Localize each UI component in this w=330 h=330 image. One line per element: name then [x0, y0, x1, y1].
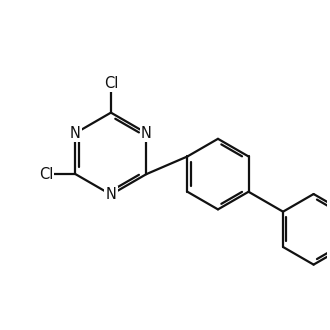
- Text: N: N: [141, 126, 152, 141]
- Text: N: N: [106, 187, 116, 202]
- Text: N: N: [70, 126, 81, 141]
- Text: Cl: Cl: [39, 167, 53, 182]
- Text: Cl: Cl: [104, 76, 118, 90]
